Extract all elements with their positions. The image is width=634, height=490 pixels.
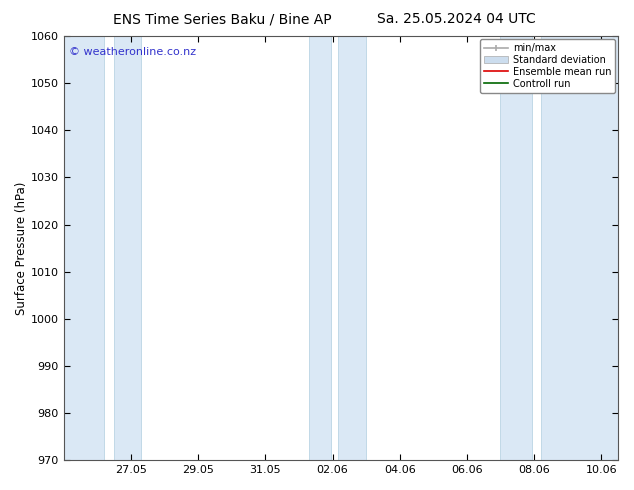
Bar — [541, 36, 618, 460]
Bar — [337, 36, 366, 460]
Bar — [64, 36, 104, 460]
Text: ENS Time Series Baku / Bine AP: ENS Time Series Baku / Bine AP — [113, 12, 331, 26]
Y-axis label: Surface Pressure (hPa): Surface Pressure (hPa) — [15, 181, 28, 315]
Legend: min/max, Standard deviation, Ensemble mean run, Controll run: min/max, Standard deviation, Ensemble me… — [480, 39, 615, 93]
Text: Sa. 25.05.2024 04 UTC: Sa. 25.05.2024 04 UTC — [377, 12, 536, 26]
Bar — [500, 36, 533, 460]
Text: © weatheronline.co.nz: © weatheronline.co.nz — [69, 47, 197, 57]
Bar — [309, 36, 331, 460]
Bar — [114, 36, 141, 460]
